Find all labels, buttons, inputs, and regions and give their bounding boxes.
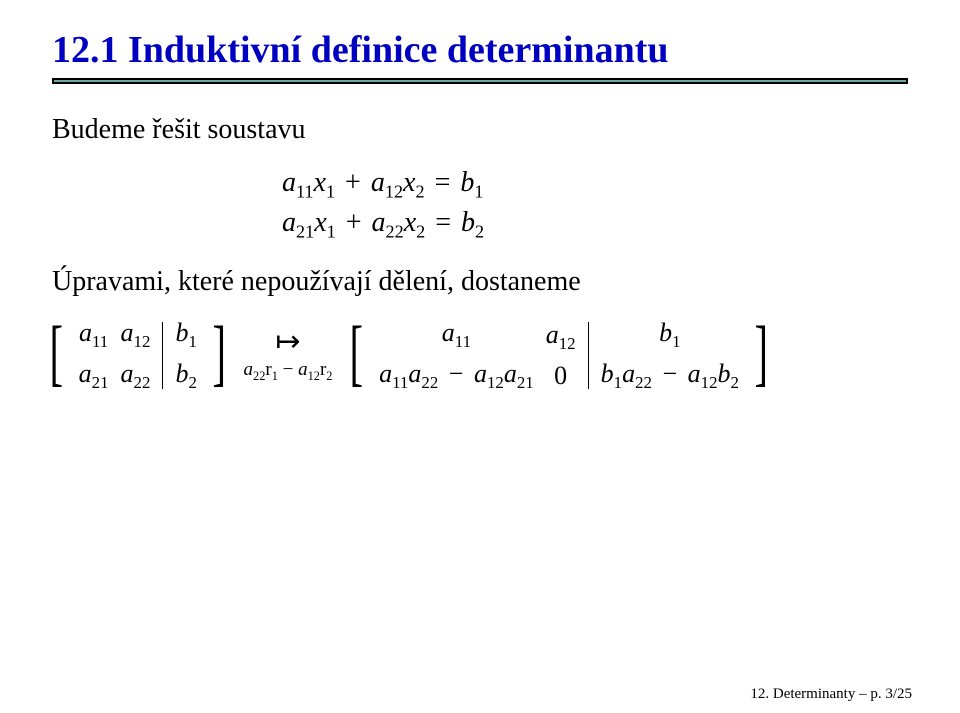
title-rule [52,78,908,84]
equation-system: a11x1 + a12x2 = b1 a21x1 + a22x2 = b2 [52,164,908,244]
equation-row-1: a11x1 + a12x2 = b1 [282,164,484,204]
slide-title: 12.1 Induktivní definice determinantu [52,28,908,72]
intro-text: Budeme řešit soustavu [52,114,908,146]
mapsto-icon: ↦ [275,327,300,357]
matrix-transform: [ a11 a21 a12 a22 b1 b2 ] ↦ [44,316,908,394]
slide-footer: 12. Determinanty – p. 3/25 [750,686,912,703]
title-rule-inner [54,80,906,82]
mid-text: Úpravami, které nepoužívají dělení, dost… [52,266,908,298]
matrix-left: [ a11 a21 a12 a22 b1 b2 ] [44,316,232,394]
row-op-arrow: ↦ a22r1 − a12r2 [238,327,339,384]
equation-row-2: a21x1 + a22x2 = b2 [282,204,484,244]
slide: 12.1 Induktivní definice determinantu Bu… [0,0,960,713]
matrix-right: [ a11 a11a22 − a12a21 a12 0 b1 [344,316,773,394]
